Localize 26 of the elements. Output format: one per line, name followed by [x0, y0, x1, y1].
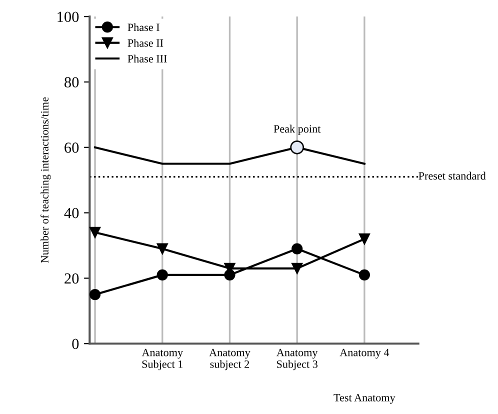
point [292, 262, 303, 274]
point [358, 269, 370, 280]
x-tick-label: Anatomy Subject 1 [142, 348, 184, 370]
y-tick-label: 60 [64, 142, 79, 153]
y-axis-title: Number of teaching interactions/time [40, 97, 51, 263]
legend-label: Phase II [128, 38, 164, 47]
annotation: Peak point [274, 124, 321, 135]
legend-label: Phase I [128, 23, 160, 32]
point [89, 289, 101, 300]
point [292, 243, 303, 254]
x-tick-label: Anatomy 4 [340, 348, 390, 359]
y-tick-label: 100 [58, 12, 79, 22]
ref-line-label: Preset standard [418, 172, 486, 180]
point [358, 233, 370, 245]
y-tick-label: 0 [72, 338, 79, 350]
text: Test Anatomy [334, 394, 396, 404]
x-tick-label: Anatomy Subject 3 [276, 348, 318, 370]
y-tick-label: 40 [64, 208, 79, 218]
point [156, 243, 168, 254]
y-tick-label: 20 [64, 273, 79, 284]
point [156, 269, 168, 280]
point [290, 140, 304, 154]
x-tick-label: Anatomy subject 2 [209, 348, 250, 370]
legend-label: Phase III [128, 54, 167, 63]
y-tick-label: 80 [64, 77, 79, 88]
point [89, 226, 101, 238]
